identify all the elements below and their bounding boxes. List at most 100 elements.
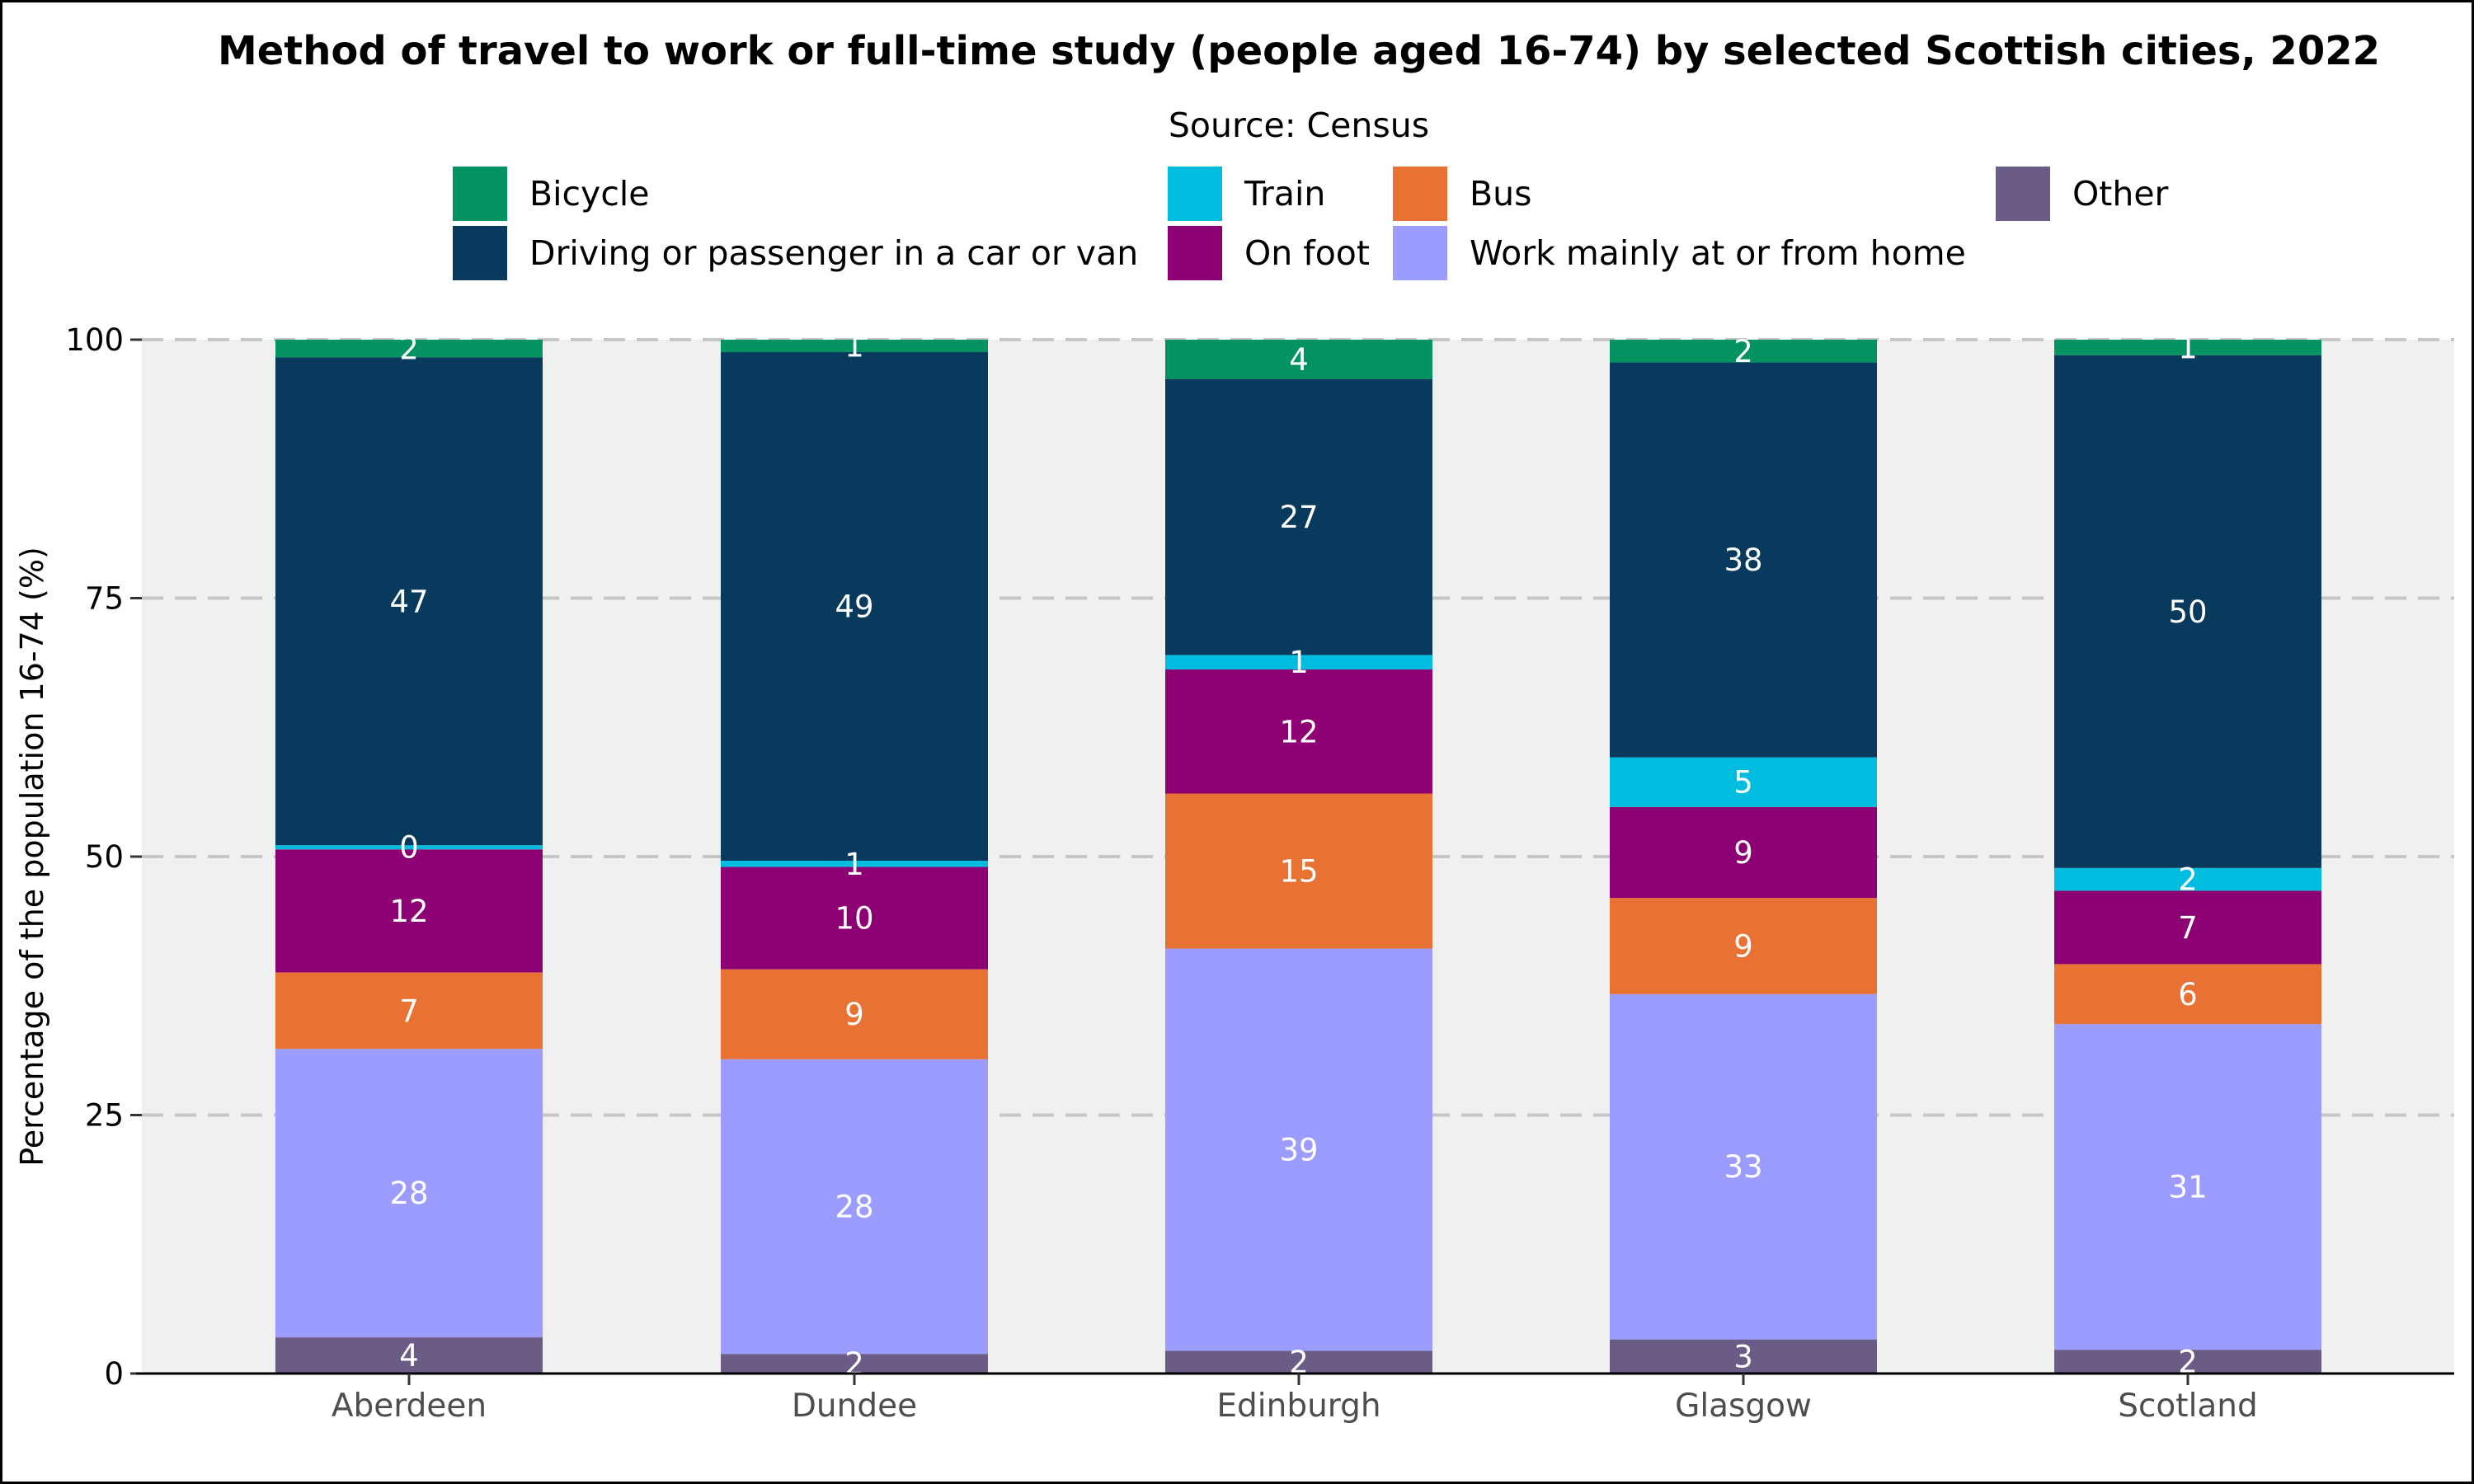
data-label-glasgow-on-foot: 9 (1733, 835, 1753, 871)
data-label-dundee-bus: 9 (844, 997, 864, 1032)
legend-label-bicycle: Bicycle (529, 174, 649, 214)
bar-aberdeen-on-foot (275, 849, 543, 973)
bar-dundee-on-foot (721, 866, 988, 970)
data-label-edinburgh-work-mainly-at-or-from-home: 39 (1279, 1133, 1318, 1168)
data-label-edinburgh-bus: 15 (1279, 854, 1318, 890)
data-label-scotland-driving-or-passenger-in-a-car-or-van: 50 (2168, 594, 2207, 630)
legend-item-work-mainly-at-or-from-home: Work mainly at or from home (1393, 226, 1966, 280)
legend: Bicycle Train Bus Other Driving or passenger… (453, 167, 2169, 280)
bar-dundee-train (721, 861, 988, 867)
bar-aberdeen-train (275, 845, 543, 850)
y-tick-label-25: 25 (85, 1098, 124, 1134)
data-label-edinburgh-driving-or-passenger-in-a-car-or-van: 27 (1279, 500, 1318, 535)
legend-item-train: Train (1168, 167, 1325, 221)
data-label-scotland-on-foot: 7 (2178, 910, 2198, 946)
bar-dundee-work-mainly-at-or-from-home (721, 1059, 988, 1355)
bar-dundee-driving-or-passenger-in-a-car-or-van (721, 352, 988, 862)
legend-swatch-train (1168, 167, 1222, 221)
data-label-scotland-other: 2 (2178, 1345, 2198, 1380)
bar-scotland-driving-or-passenger-in-a-car-or-van (2054, 355, 2321, 868)
data-label-scotland-work-mainly-at-or-from-home: 31 (2168, 1170, 2207, 1205)
bar-edinburgh-train (1165, 655, 1432, 670)
x-tick-label-glasgow: Glasgow (1675, 1388, 1812, 1425)
bar-aberdeen-driving-or-passenger-in-a-car-or-van (275, 357, 543, 846)
data-label-dundee-train: 1 (844, 847, 864, 882)
bar-edinburgh-work-mainly-at-or-from-home (1165, 948, 1432, 1351)
data-label-glasgow-driving-or-passenger-in-a-car-or-van: 38 (1724, 542, 1762, 578)
data-label-glasgow-bus: 9 (1733, 928, 1753, 964)
data-label-dundee-driving-or-passenger-in-a-car-or-van: 49 (835, 589, 873, 625)
legend-item-bicycle: Bicycle (453, 167, 649, 221)
data-label-glasgow-bicycle: 2 (1733, 334, 1753, 369)
bar-scotland-train (2054, 867, 2321, 891)
y-tick-label-75: 75 (85, 581, 124, 617)
legend-label-on-foot: On foot (1244, 233, 1370, 273)
data-label-scotland-bicycle: 1 (2178, 330, 2198, 365)
bar-glasgow-on-foot (1610, 806, 1877, 899)
data-label-dundee-work-mainly-at-or-from-home: 28 (835, 1189, 873, 1224)
data-label-aberdeen-work-mainly-at-or-from-home: 28 (389, 1176, 428, 1211)
data-label-aberdeen-on-foot: 12 (389, 894, 428, 929)
legend-label-other: Other (2072, 174, 2169, 214)
data-label-edinburgh-on-foot: 12 (1279, 714, 1318, 749)
legend-label-bus: Bus (1470, 174, 1531, 214)
bar-data-labels: 4287120472228910149123915121274333995382… (389, 329, 2207, 1383)
bar-edinburgh-bicycle (1165, 340, 1432, 379)
x-tick-label-dundee: Dundee (792, 1388, 917, 1425)
legend-swatch-bus (1393, 167, 1447, 221)
y-tick-label-100: 100 (65, 322, 124, 358)
legend-item-driving-or-passenger-in-a-car-or-van: Driving or passenger in a car or van (453, 226, 1138, 280)
bar-glasgow-driving-or-passenger-in-a-car-or-van (1610, 362, 1877, 758)
legend-label-driving-or-passenger-in-a-car-or-van: Driving or passenger in a car or van (529, 233, 1138, 273)
legend-swatch-driving-or-passenger-in-a-car-or-van (453, 226, 507, 280)
bar-dundee-other (721, 1354, 988, 1374)
bar-edinburgh-on-foot (1165, 669, 1432, 794)
bar-scotland-other (2054, 1350, 2321, 1374)
data-label-scotland-train: 2 (2178, 862, 2198, 898)
bar-dundee-bicycle (721, 340, 988, 353)
y-tick-label-50: 50 (85, 839, 124, 875)
x-axis: Aberdeen Dundee Edinburgh Glasgow Scotland (332, 1374, 2258, 1425)
data-label-dundee-on-foot: 10 (835, 901, 873, 937)
bar-scotland-work-mainly-at-or-from-home (2054, 1024, 2321, 1350)
x-tick-label-aberdeen: Aberdeen (332, 1388, 487, 1425)
bar-edinburgh-bus (1165, 793, 1432, 949)
data-label-edinburgh-other: 2 (1289, 1345, 1309, 1380)
y-axis: 0 25 50 75 100 (65, 322, 142, 1392)
bar-glasgow-bicycle (1610, 340, 1877, 363)
bar-glasgow-work-mainly-at-or-from-home (1610, 993, 1877, 1340)
bar-edinburgh-other (1165, 1350, 1432, 1374)
legend-label-work-mainly-at-or-from-home: Work mainly at or from home (1470, 233, 1966, 273)
bar-aberdeen-work-mainly-at-or-from-home (275, 1049, 543, 1338)
bar-aberdeen-bicycle (275, 340, 543, 358)
bar-scotland-bus (2054, 964, 2321, 1025)
data-label-glasgow-work-mainly-at-or-from-home: 33 (1724, 1149, 1762, 1185)
bars (275, 340, 2321, 1374)
legend-item-on-foot: On foot (1168, 226, 1370, 280)
data-label-aberdeen-driving-or-passenger-in-a-car-or-van: 47 (389, 584, 428, 619)
bar-edinburgh-driving-or-passenger-in-a-car-or-van (1165, 378, 1432, 655)
data-label-edinburgh-bicycle: 4 (1289, 342, 1309, 378)
data-label-aberdeen-train: 0 (399, 830, 419, 866)
bar-scotland-on-foot (2054, 890, 2321, 965)
bar-scotland-bicycle (2054, 340, 2321, 355)
y-axis-label: Percentage of the population 16-74 (%) (14, 547, 50, 1167)
x-tick-label-edinburgh: Edinburgh (1216, 1388, 1380, 1425)
bar-dundee-bus (721, 969, 988, 1059)
legend-swatch-other (1996, 167, 2050, 221)
legend-swatch-on-foot (1168, 226, 1222, 280)
data-label-aberdeen-bicycle: 2 (399, 331, 419, 367)
data-label-dundee-bicycle: 1 (844, 329, 864, 364)
bar-aberdeen-other (275, 1337, 543, 1374)
y-tick-label-0: 0 (104, 1356, 124, 1392)
data-label-aberdeen-bus: 7 (399, 993, 419, 1029)
data-label-scotland-bus: 6 (2178, 977, 2198, 1012)
legend-label-train: Train (1244, 174, 1325, 214)
data-label-aberdeen-other: 4 (399, 1338, 419, 1374)
data-label-glasgow-train: 5 (1733, 765, 1753, 801)
data-label-edinburgh-train: 1 (1289, 645, 1309, 680)
chart-title: Method of travel to work or full-time st… (218, 28, 2380, 74)
chart-subtitle: Source: Census (1169, 106, 1429, 145)
